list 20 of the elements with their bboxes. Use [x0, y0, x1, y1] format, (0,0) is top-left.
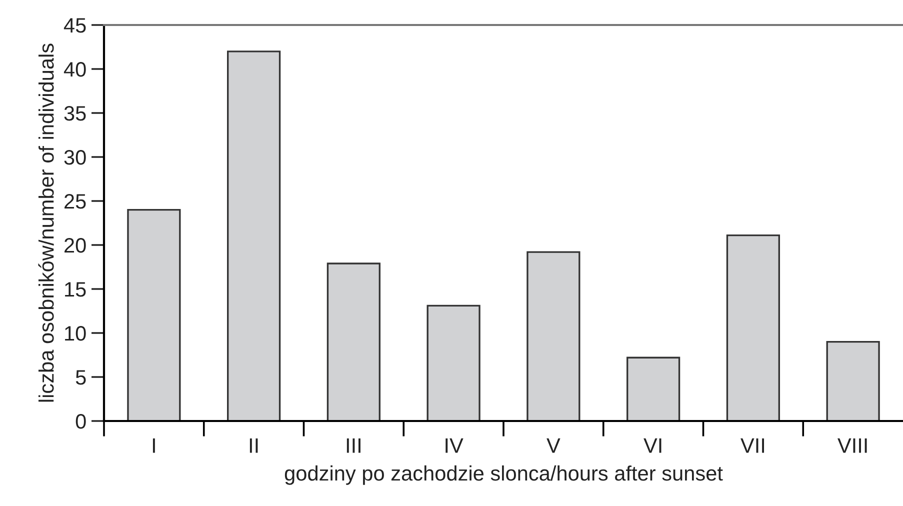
y-tick-label: 35: [64, 106, 86, 121]
y-tick-label: 25: [64, 194, 86, 209]
x-tick-label: II: [250, 438, 258, 453]
x-tick-label: III: [346, 438, 360, 453]
y-tick-label: 45: [64, 18, 86, 33]
x-tick-label: V: [546, 438, 560, 453]
x-tick-label: VII: [740, 438, 764, 453]
y-tick-label: 0: [76, 414, 86, 429]
y-tick-label: 40: [64, 62, 86, 77]
x-tick-label: VIII: [838, 438, 867, 453]
y-tick-label: 30: [64, 150, 86, 165]
y-tick-label: 15: [65, 282, 86, 297]
y-tick-label: 5: [76, 370, 86, 385]
x-tick-label: VI: [644, 438, 662, 453]
x-tick-label: I: [152, 438, 155, 453]
y-tick-label: 10: [65, 326, 86, 341]
x-tick-label: IV: [446, 438, 464, 453]
y-tick-label: 20: [64, 238, 86, 253]
y-axis-title: liczba osobników/number of individuals: [38, 44, 54, 402]
x-axis-title: godziny po zachodzie slonca/hours after sunset: [284, 465, 723, 485]
